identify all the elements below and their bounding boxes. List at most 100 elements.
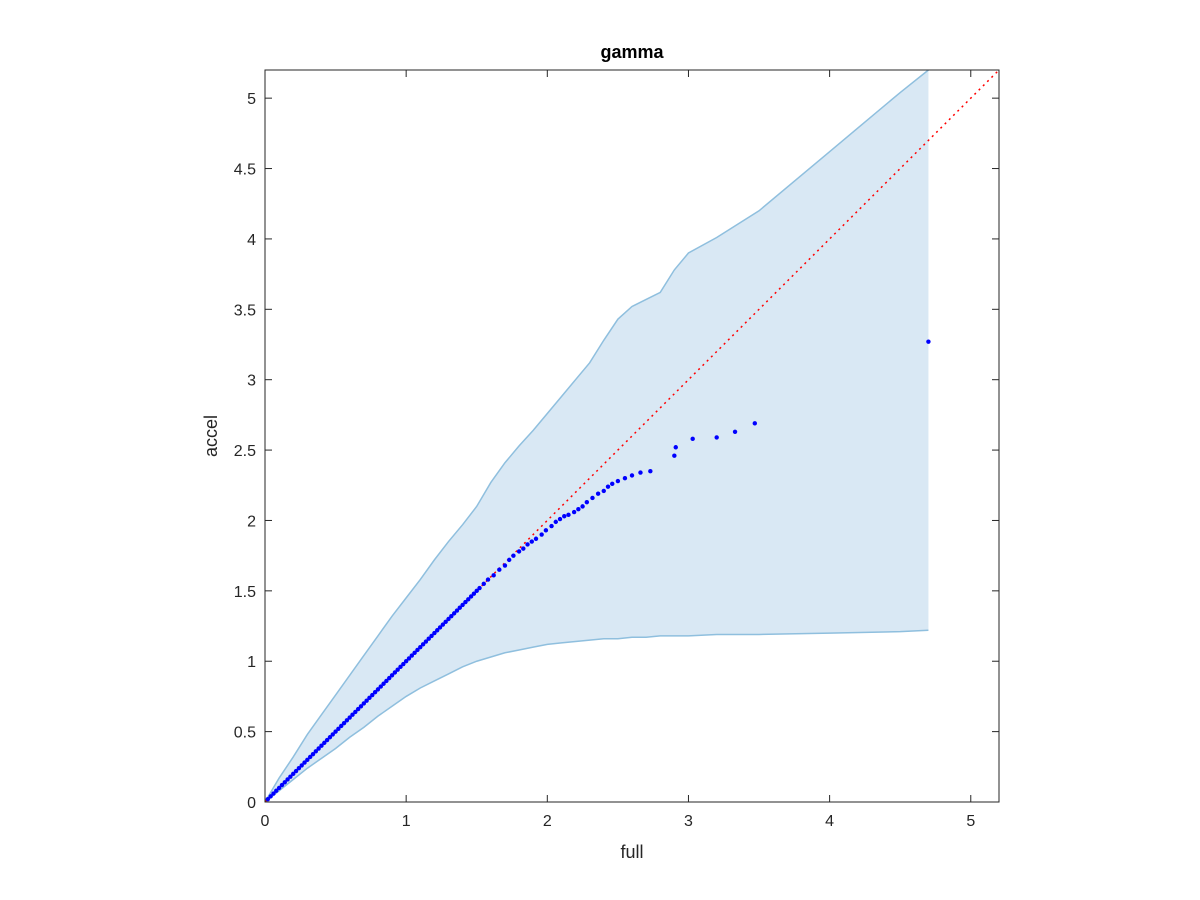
data-point (601, 488, 606, 494)
data-point (406, 656, 412, 661)
data-point (440, 622, 446, 627)
y-tick-label: 4.5 (234, 162, 256, 179)
data-point (372, 690, 378, 695)
data-point (926, 339, 931, 344)
data-point (481, 581, 486, 587)
data-point (358, 704, 364, 709)
data-point (468, 594, 474, 599)
data-point (389, 673, 395, 678)
y-tick-label: 3.5 (234, 302, 256, 319)
data-point (525, 542, 530, 547)
data-point (384, 678, 389, 684)
data-point (327, 735, 333, 740)
data-point (571, 509, 577, 515)
x-axis-label: full (620, 842, 643, 862)
data-point (324, 737, 330, 743)
data-point (477, 585, 482, 591)
data-point (690, 436, 695, 442)
data-point (347, 715, 352, 720)
data-point (506, 557, 512, 563)
data-point (610, 481, 615, 487)
data-point (426, 636, 431, 641)
data-point (322, 740, 327, 746)
data-point (361, 701, 367, 706)
data-point (605, 484, 611, 489)
data-point (274, 788, 279, 793)
data-point (576, 507, 581, 512)
data-point (353, 709, 358, 715)
data-point (291, 771, 296, 777)
data-point (415, 647, 420, 653)
data-point (364, 698, 369, 703)
confidence-band (264, 69, 929, 803)
data-point (622, 476, 628, 481)
data-point (282, 780, 287, 785)
chart-title: gamma (600, 42, 664, 62)
x-tick-label: 1 (402, 813, 411, 830)
data-point (344, 718, 350, 723)
x-tick-label: 5 (966, 813, 975, 830)
data-point (732, 429, 738, 434)
data-point (293, 768, 299, 774)
y-tick-label: 2.5 (234, 443, 256, 460)
data-point (543, 528, 549, 533)
data-point (491, 573, 496, 578)
data-point (288, 774, 293, 779)
data-point (502, 563, 508, 568)
data-point (432, 630, 437, 636)
data-point (285, 777, 290, 782)
data-point (466, 597, 471, 602)
data-point (316, 746, 321, 751)
data-point (367, 695, 372, 701)
data-point (648, 468, 653, 474)
data-point (398, 664, 403, 670)
data-point (279, 782, 285, 788)
band-upper-edge (264, 69, 929, 803)
data-point (339, 723, 344, 729)
data-point (401, 661, 406, 667)
data-point (330, 732, 335, 737)
data-point (557, 516, 563, 522)
data-point (566, 512, 571, 518)
data-point (580, 504, 585, 509)
x-tick-label: 2 (543, 813, 552, 830)
data-point (276, 785, 282, 791)
data-point (595, 491, 601, 496)
data-point (341, 720, 347, 726)
y-tick-label: 0 (247, 795, 256, 812)
y-axis-label: accel (201, 415, 221, 457)
data-point (672, 453, 677, 458)
data-point (471, 591, 477, 596)
data-point (463, 599, 468, 605)
y-tick-label: 0.5 (234, 725, 256, 742)
data-point (516, 549, 522, 554)
data-point (307, 754, 313, 760)
data-point (302, 760, 307, 765)
data-point (590, 495, 595, 501)
data-point (265, 796, 271, 802)
y-tick-label: 1.5 (234, 584, 256, 601)
data-point (392, 670, 398, 675)
data-point (296, 766, 302, 771)
data-point (412, 650, 417, 655)
data-point (451, 611, 457, 616)
data-point (409, 653, 414, 658)
data-point (420, 642, 426, 647)
data-point (395, 667, 400, 672)
data-point (460, 602, 465, 608)
data-point (271, 791, 276, 796)
plot-frame (264, 69, 1000, 803)
y-tick-label: 2 (247, 513, 256, 530)
data-point (549, 523, 554, 529)
data-point (310, 751, 316, 757)
data-point (497, 567, 502, 572)
x-tick-label: 4 (825, 813, 834, 830)
data-point (305, 757, 310, 762)
data-point (454, 608, 460, 613)
data-point (350, 712, 355, 717)
data-points (265, 339, 931, 802)
data-point (437, 625, 443, 630)
data-point (355, 706, 361, 712)
data-point (299, 763, 304, 768)
data-point (529, 539, 534, 544)
